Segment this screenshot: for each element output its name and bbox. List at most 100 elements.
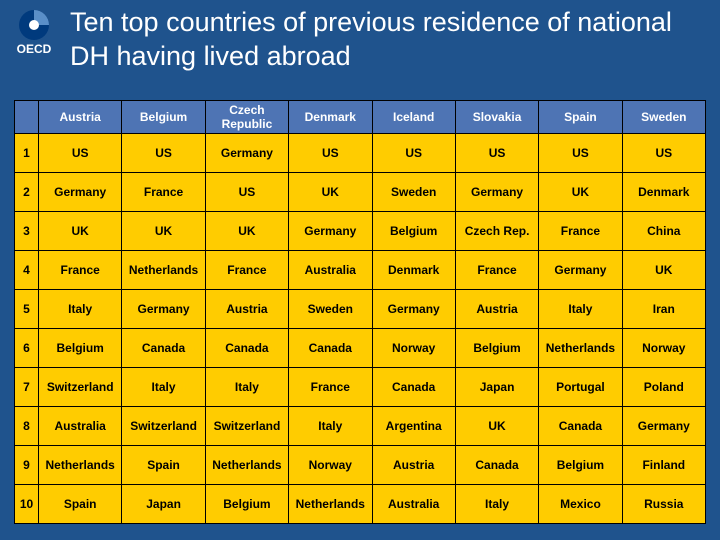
rank-cell: 9 [15,446,39,485]
col-header: Czech Republic [205,101,288,134]
ranking-table: Austria Belgium Czech Republic Denmark I… [14,100,706,524]
table-cell: Denmark [622,173,705,212]
table-cell: UK [289,173,372,212]
table-cell: Canada [455,446,538,485]
rank-cell: 3 [15,212,39,251]
table-cell: US [122,134,205,173]
table-cell: Italy [539,290,622,329]
table-cell: France [455,251,538,290]
table-cell: Norway [622,329,705,368]
table-cell: Belgium [539,446,622,485]
table-cell: Germany [122,290,205,329]
table-cell: Mexico [539,485,622,524]
table-cell: Denmark [372,251,455,290]
col-header: Denmark [289,101,372,134]
table-cell: France [39,251,122,290]
table-cell: Germany [455,173,538,212]
table-cell: Austria [455,290,538,329]
col-header: Belgium [122,101,205,134]
col-header: Slovakia [455,101,538,134]
table-cell: Czech Rep. [455,212,538,251]
rank-cell: 8 [15,407,39,446]
table-row: 10SpainJapanBelgiumNetherlandsAustraliaI… [15,485,706,524]
table-cell: UK [205,212,288,251]
table-cell: Germany [372,290,455,329]
table-cell: Australia [289,251,372,290]
table-cell: Germany [539,251,622,290]
table-cell: Belgium [39,329,122,368]
table-cell: US [539,134,622,173]
table-cell: France [539,212,622,251]
table-cell: Austria [205,290,288,329]
table-row: 6BelgiumCanadaCanadaCanadaNorwayBelgiumN… [15,329,706,368]
table-cell: Austria [372,446,455,485]
table-cell: Switzerland [205,407,288,446]
rank-cell: 10 [15,485,39,524]
table-cell: Italy [455,485,538,524]
table-cell: Netherlands [205,446,288,485]
table-cell: Italy [205,368,288,407]
col-header: Iceland [372,101,455,134]
table-cell: Italy [39,290,122,329]
table-cell: Japan [455,368,538,407]
header-corner [15,101,39,134]
table-cell: Australia [39,407,122,446]
table-row: 1USUSGermanyUSUSUSUSUS [15,134,706,173]
table-cell: US [289,134,372,173]
col-header: Austria [39,101,122,134]
table-header-row: Austria Belgium Czech Republic Denmark I… [15,101,706,134]
table-row: 9NetherlandsSpainNetherlandsNorwayAustri… [15,446,706,485]
table-cell: UK [39,212,122,251]
table-cell: UK [539,173,622,212]
table-cell: Belgium [372,212,455,251]
table-body: 1USUSGermanyUSUSUSUSUS2GermanyFranceUSUK… [15,134,706,524]
table-container: Austria Belgium Czech Republic Denmark I… [14,100,706,524]
table-cell: Japan [122,485,205,524]
slide: OECD Ten top countries of previous resid… [0,0,720,540]
table-cell: US [455,134,538,173]
table-row: 8AustraliaSwitzerlandSwitzerlandItalyArg… [15,407,706,446]
table-cell: Italy [289,407,372,446]
col-header: Sweden [622,101,705,134]
table-cell: China [622,212,705,251]
table-cell: UK [122,212,205,251]
table-cell: Spain [122,446,205,485]
table-cell: Belgium [455,329,538,368]
table-cell: Norway [289,446,372,485]
table-cell: Russia [622,485,705,524]
rank-cell: 6 [15,329,39,368]
col-header: Spain [539,101,622,134]
rank-cell: 1 [15,134,39,173]
table-cell: Canada [122,329,205,368]
table-cell: UK [622,251,705,290]
rank-cell: 2 [15,173,39,212]
table-cell: Finland [622,446,705,485]
table-header: Austria Belgium Czech Republic Denmark I… [15,101,706,134]
table-cell: Canada [539,407,622,446]
table-cell: US [39,134,122,173]
table-cell: US [205,173,288,212]
table-cell: Germany [39,173,122,212]
table-row: 7SwitzerlandItalyItalyFranceCanadaJapanP… [15,368,706,407]
table-cell: Iran [622,290,705,329]
table-cell: Spain [39,485,122,524]
rank-cell: 4 [15,251,39,290]
table-cell: Canada [372,368,455,407]
table-cell: Netherlands [39,446,122,485]
table-cell: Sweden [372,173,455,212]
table-cell: Netherlands [539,329,622,368]
table-cell: Germany [289,212,372,251]
rank-cell: 5 [15,290,39,329]
table-cell: Switzerland [39,368,122,407]
table-cell: Belgium [205,485,288,524]
table-cell: Netherlands [289,485,372,524]
table-row: 3UKUKUKGermanyBelgiumCzech Rep.FranceChi… [15,212,706,251]
table-cell: US [622,134,705,173]
svg-text:OECD: OECD [17,42,52,56]
table-cell: Argentina [372,407,455,446]
table-row: 4FranceNetherlandsFranceAustraliaDenmark… [15,251,706,290]
table-cell: France [205,251,288,290]
table-cell: Australia [372,485,455,524]
oecd-logo: OECD [8,8,60,58]
table-cell: Italy [122,368,205,407]
